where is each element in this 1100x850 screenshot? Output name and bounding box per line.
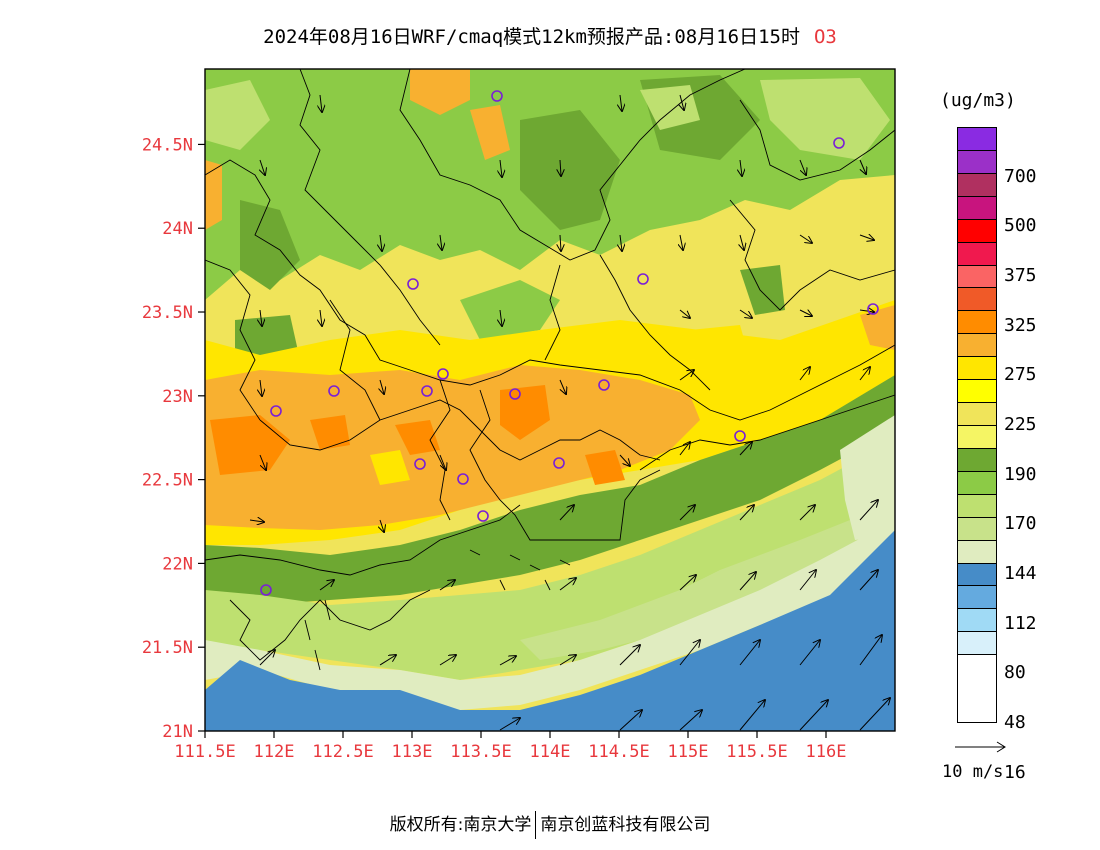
colorbar-swatch xyxy=(958,448,996,472)
colorbar-swatch xyxy=(958,242,996,266)
copyright-separator xyxy=(535,811,537,839)
colorbar-label: 700 xyxy=(1004,165,1037,187)
y-tick-label: 23.5N xyxy=(142,303,193,323)
colorbar-label: 375 xyxy=(1004,265,1037,286)
copyright-left: 版权所有:南京大学 xyxy=(389,815,532,835)
y-tick-label: 24.5N xyxy=(142,135,193,155)
boundary-lines xyxy=(205,69,895,671)
colorbar-swatch xyxy=(958,173,996,197)
reference-vector-arrow xyxy=(955,741,1006,753)
x-tick-label: 114.5E xyxy=(588,742,649,762)
x-tick-label: 114E xyxy=(530,742,571,762)
x-tick-label: 111.5E xyxy=(174,742,235,762)
y-tick-label: 21N xyxy=(162,722,193,742)
colorbar-swatch xyxy=(958,655,996,679)
light-band xyxy=(205,520,895,710)
reference-vector-label: 10 m/s xyxy=(942,762,1004,782)
map-title: 2024年08月16日WRF/cmaq模式12km预报产品:08月16日15时 O… xyxy=(0,22,1100,49)
colorbar-swatch xyxy=(958,380,996,404)
coastal-green-zone xyxy=(205,375,895,610)
y-tick-label: 22N xyxy=(162,554,193,574)
sea-zone xyxy=(205,530,895,731)
colorbar-swatch xyxy=(958,494,996,518)
x-tick-label: 116E xyxy=(806,742,847,762)
colorbar xyxy=(957,127,997,723)
concentration-field xyxy=(205,69,895,731)
y-axis: 21N 21.5N 22N 22.5N 23N 23.5N 24N 24.5N xyxy=(142,135,205,742)
colorbar-swatch xyxy=(958,425,996,449)
colorbar-swatch xyxy=(958,196,996,220)
colorbar-swatch xyxy=(958,311,996,335)
colorbar-swatch xyxy=(958,288,996,312)
colorbar-label: 16 xyxy=(1004,761,1026,783)
colorbar-label: 190 xyxy=(1004,463,1037,485)
colorbar-swatch xyxy=(958,609,996,633)
colorbar-label: 275 xyxy=(1004,364,1037,386)
x-tick-label: 112E xyxy=(254,742,295,762)
colorbar-label: 80 xyxy=(1004,662,1026,684)
x-axis: 111.5E 112E 112.5E 113E 113.5E 114E 114.5E 115E… xyxy=(174,731,846,762)
city-markers xyxy=(260,90,879,596)
y-tick-label: 22.5N xyxy=(142,471,193,491)
colorbar-swatch xyxy=(958,632,996,656)
colorbar-label: 48 xyxy=(1004,712,1026,733)
colorbar-swatch xyxy=(958,150,996,174)
colorbar-swatch xyxy=(958,128,996,151)
variable-label: O3 xyxy=(813,26,837,48)
colorbar-swatch xyxy=(958,265,996,289)
y-tick-label: 23N xyxy=(162,387,193,407)
colorbar-swatch xyxy=(958,586,996,610)
x-tick-label: 115E xyxy=(668,742,709,762)
colorbar-label: 170 xyxy=(1004,513,1037,535)
colorbar-label: 500 xyxy=(1004,215,1037,237)
colorbar-swatch xyxy=(958,540,996,564)
y-tick-label: 21.5N xyxy=(142,638,193,658)
colorbar-label: 112 xyxy=(1004,612,1037,634)
orange-core xyxy=(205,365,700,530)
colorbar-label: 144 xyxy=(1004,563,1037,584)
colorbar-swatch xyxy=(958,357,996,381)
colorbar-swatch xyxy=(958,563,996,587)
colorbar-swatch xyxy=(958,219,996,243)
x-tick-label: 113E xyxy=(392,742,433,762)
copyright-right: 南京创蓝科技有限公司 xyxy=(540,815,711,835)
x-tick-label: 115.5E xyxy=(726,742,787,762)
x-tick-label: 113.5E xyxy=(450,742,511,762)
colorbar-swatch xyxy=(958,471,996,495)
wind-vectors xyxy=(249,94,890,731)
colorbar-label: 325 xyxy=(1004,314,1037,336)
x-tick-label: 112.5E xyxy=(312,742,373,762)
colorbar-swatch xyxy=(958,403,996,426)
legend-units: (ug/m3) xyxy=(940,90,1016,111)
colorbar-swatch xyxy=(958,334,996,358)
copyright: 版权所有:南京大学 南京创蓝科技有限公司 xyxy=(0,810,1100,839)
title-text: 2024年08月16日WRF/cmaq模式12km预报产品:08月16日15时 xyxy=(263,26,800,48)
colorbar-swatch xyxy=(958,517,996,541)
colorbar-label: 225 xyxy=(1004,414,1037,435)
y-tick-label: 24N xyxy=(162,219,193,239)
